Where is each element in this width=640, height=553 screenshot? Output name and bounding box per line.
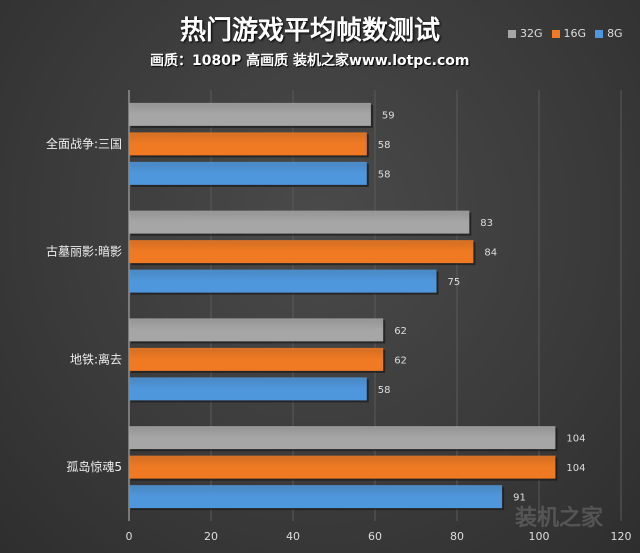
legend-swatch — [551, 29, 560, 38]
legend-swatch — [508, 29, 516, 38]
bar — [129, 347, 384, 371]
data-label: 58 — [378, 385, 391, 396]
legend-swatch — [595, 29, 604, 38]
data-label: 62 — [394, 326, 407, 337]
chart-title: 热门游戏平均帧数测试 — [179, 16, 440, 46]
legend: 32G 16G 8G — [508, 27, 623, 40]
category-label: 地铁:离去 — [70, 351, 122, 366]
bar — [129, 426, 556, 450]
x-tick-label: 0 — [126, 530, 133, 543]
legend-item: 32G — [508, 27, 543, 40]
bar — [129, 240, 474, 264]
x-tick-label: 80 — [450, 530, 464, 543]
legend-item: 16G — [551, 27, 587, 40]
data-label: 83 — [480, 218, 493, 229]
bar — [129, 210, 470, 234]
data-label: 59 — [382, 110, 395, 121]
data-label: 58 — [378, 140, 391, 151]
chart-subtitle: 画质：1080P 高画质 装机之家www.lotpc.com — [150, 53, 470, 69]
data-label: 58 — [378, 169, 391, 180]
watermark: 装机之家 — [515, 505, 604, 531]
bar — [129, 318, 384, 342]
x-tick-label: 120 — [611, 530, 632, 543]
bar — [129, 161, 367, 185]
category-label: 孤岛惊魂5 — [66, 459, 122, 474]
bar — [129, 269, 437, 293]
data-label: 84 — [484, 248, 497, 259]
category-label: 全面战争:三国 — [46, 136, 122, 151]
legend-label: 16G — [563, 27, 587, 40]
bar — [129, 455, 556, 479]
data-label: 91 — [513, 493, 526, 504]
bar — [129, 485, 503, 509]
bar — [129, 102, 371, 126]
legend-label: 8G — [607, 27, 623, 40]
x-tick-label: 20 — [204, 530, 218, 543]
category-label: 古墓丽影:暗影 — [46, 244, 122, 259]
x-tick-label: 40 — [286, 530, 300, 543]
data-label: 62 — [394, 355, 407, 366]
legend-item: 8G — [595, 27, 623, 40]
x-tick-label: 60 — [368, 530, 382, 543]
legend-label: 32G — [520, 27, 543, 40]
data-label: 104 — [566, 463, 585, 474]
x-tick-label: 100 — [529, 530, 550, 543]
data-label: 75 — [448, 277, 461, 288]
bar — [129, 377, 367, 401]
bar — [129, 132, 367, 156]
data-label: 104 — [566, 434, 585, 445]
